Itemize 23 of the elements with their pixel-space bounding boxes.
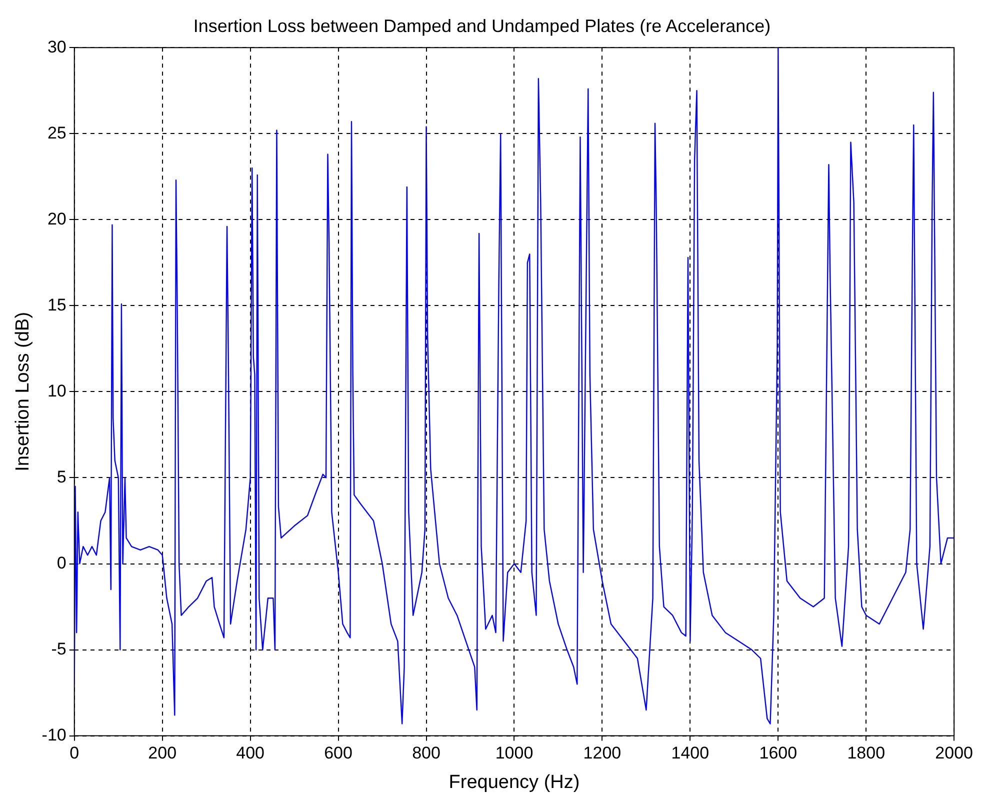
chart-title: Insertion Loss between Damped and Undamped Plates (re Accelerance): [193, 16, 771, 36]
x-axis-title: Frequency (Hz): [448, 772, 580, 793]
y-tick-label: -10: [42, 725, 66, 744]
x-tick-label: 1400: [671, 744, 710, 763]
x-tick-label: 2000: [935, 744, 974, 763]
x-tick-label: 600: [324, 744, 352, 763]
y-tick-label: 15: [47, 295, 66, 314]
y-axis-title: Insertion Loss (dB): [12, 312, 34, 472]
y-tick-label: 0: [56, 553, 66, 572]
y-tick-label: -5: [51, 639, 66, 658]
x-tick-label: 800: [412, 744, 440, 763]
y-tick-label: 20: [47, 209, 66, 228]
x-tick-label: 400: [236, 744, 264, 763]
y-tick-label: 5: [56, 467, 66, 486]
y-tick-label: 25: [47, 123, 66, 142]
y-tick-label: 30: [47, 37, 66, 56]
y-tick-label: 10: [47, 381, 66, 400]
x-tick-label: 0: [70, 744, 80, 763]
x-tick-label: 1600: [759, 744, 798, 763]
x-tick-label: 1800: [847, 744, 886, 763]
x-tick-label: 1000: [495, 744, 534, 763]
x-tick-label: 200: [148, 744, 177, 763]
x-tick-label: 1200: [583, 744, 622, 763]
